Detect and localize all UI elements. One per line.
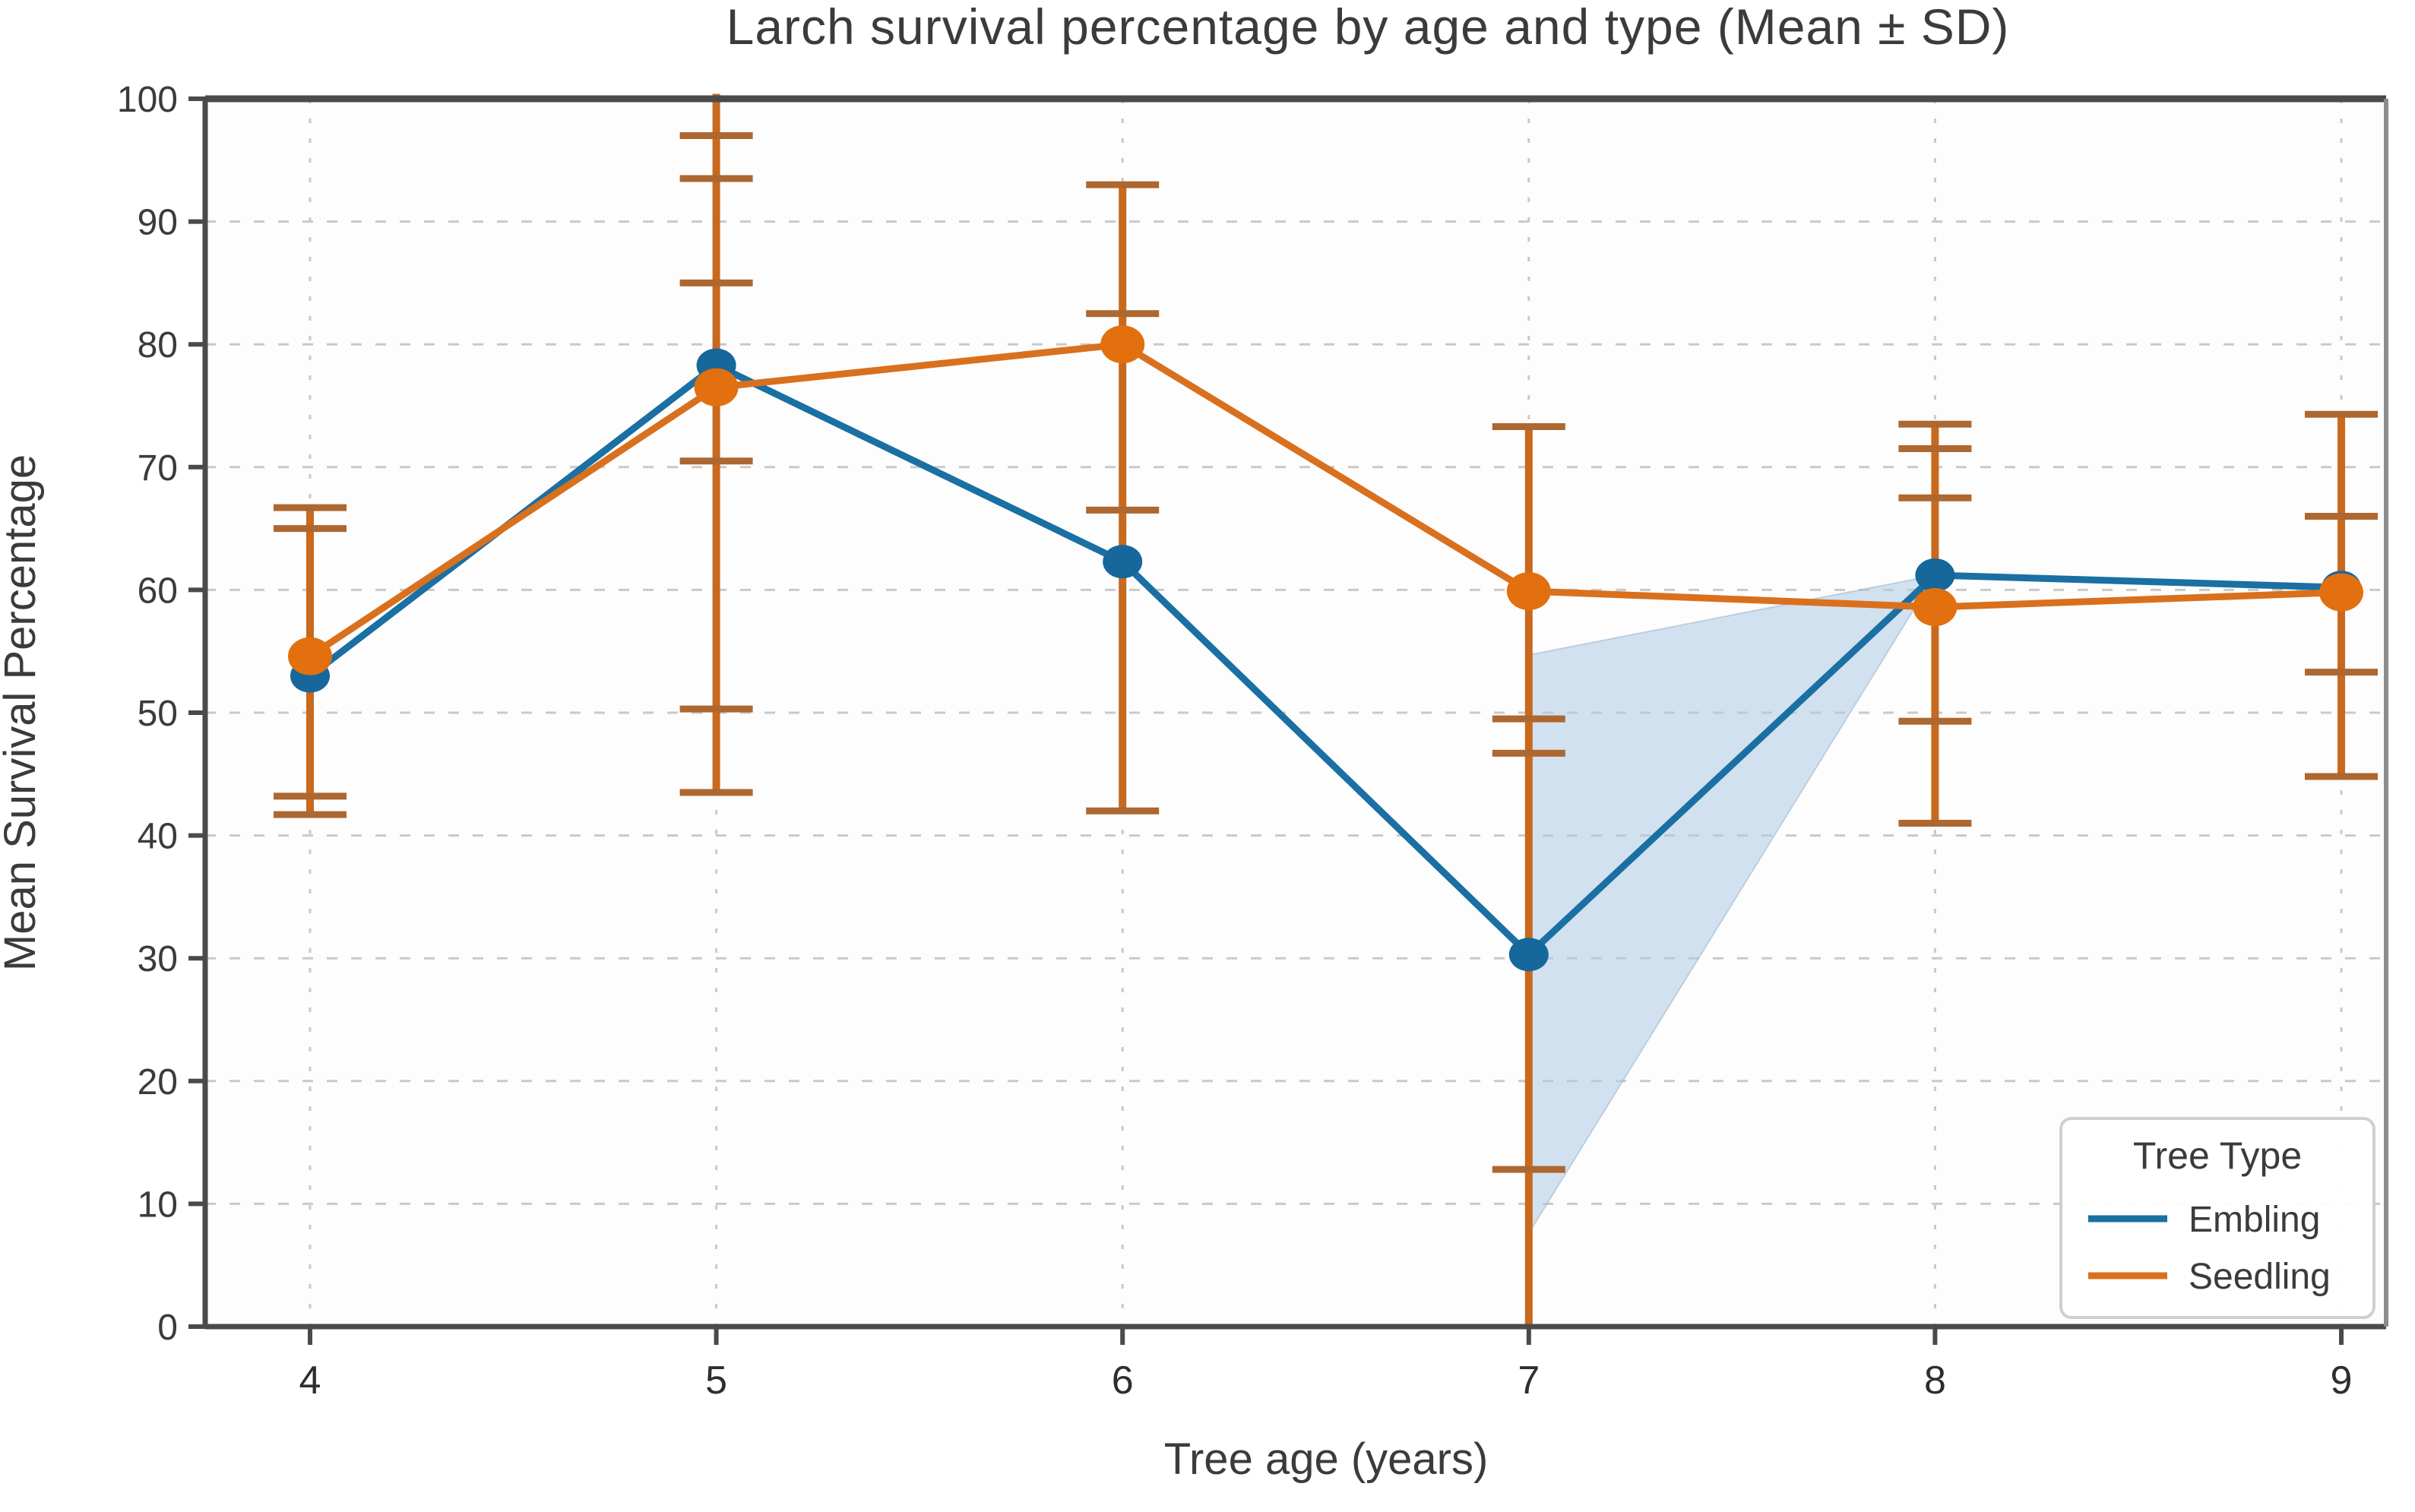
y-tick-label: 40	[138, 817, 178, 857]
legend-label-seedling: Seedling	[2189, 1257, 2331, 1297]
y-axis-label: Mean Survival Percentage	[0, 454, 45, 971]
y-tick-label: 20	[138, 1062, 178, 1102]
legend-box	[2059, 1117, 2375, 1319]
plot-layer: 0 10 20 30 40 50 60 70 80 90 100 4 5 6 7 8 9	[117, 80, 2388, 1403]
data-point-seedling	[694, 368, 739, 406]
x-tick-label: 4	[299, 1359, 321, 1403]
x-tick-label: 7	[1518, 1359, 1540, 1403]
x-tick-label: 8	[1924, 1359, 1946, 1403]
series-line-seedling	[308, 340, 2342, 660]
legend-title: Tree Type	[2133, 1134, 2302, 1177]
data-point-seedling	[288, 637, 332, 675]
y-tick-label: 30	[138, 939, 178, 979]
y-tick-label: 10	[138, 1185, 178, 1225]
series-line-embling	[308, 362, 2342, 958]
y-tick-label: 100	[117, 80, 178, 120]
data-point-embling	[1103, 545, 1143, 579]
legend: Tree Type Embling Seedling	[2059, 1117, 2375, 1319]
data-point-seedling	[1100, 325, 1145, 364]
y-tick-label: 50	[138, 694, 178, 734]
chart-title: Larch survival percentage by age and typ…	[726, 0, 2010, 55]
data-point-seedling	[2319, 573, 2363, 612]
data-point-embling	[1915, 558, 1955, 593]
x-tick-label: 6	[1112, 1359, 1134, 1403]
y-tick-label: 70	[138, 448, 178, 489]
y-tick-label: 90	[138, 203, 178, 243]
x-tick-label: 5	[705, 1359, 727, 1403]
x-axis-label: Tree age (years)	[1164, 1435, 1489, 1484]
data-point-embling	[1508, 938, 1549, 972]
y-tick-label: 0	[157, 1308, 178, 1348]
data-point-seedling	[1913, 588, 1958, 627]
x-tick-label: 9	[2331, 1359, 2353, 1403]
legend-label-embling: Embling	[2189, 1200, 2320, 1240]
plot-background	[205, 99, 2386, 1327]
data-point-seedling	[1506, 572, 1551, 611]
y-tick-label: 80	[138, 325, 178, 365]
y-tick-label: 60	[138, 571, 178, 611]
